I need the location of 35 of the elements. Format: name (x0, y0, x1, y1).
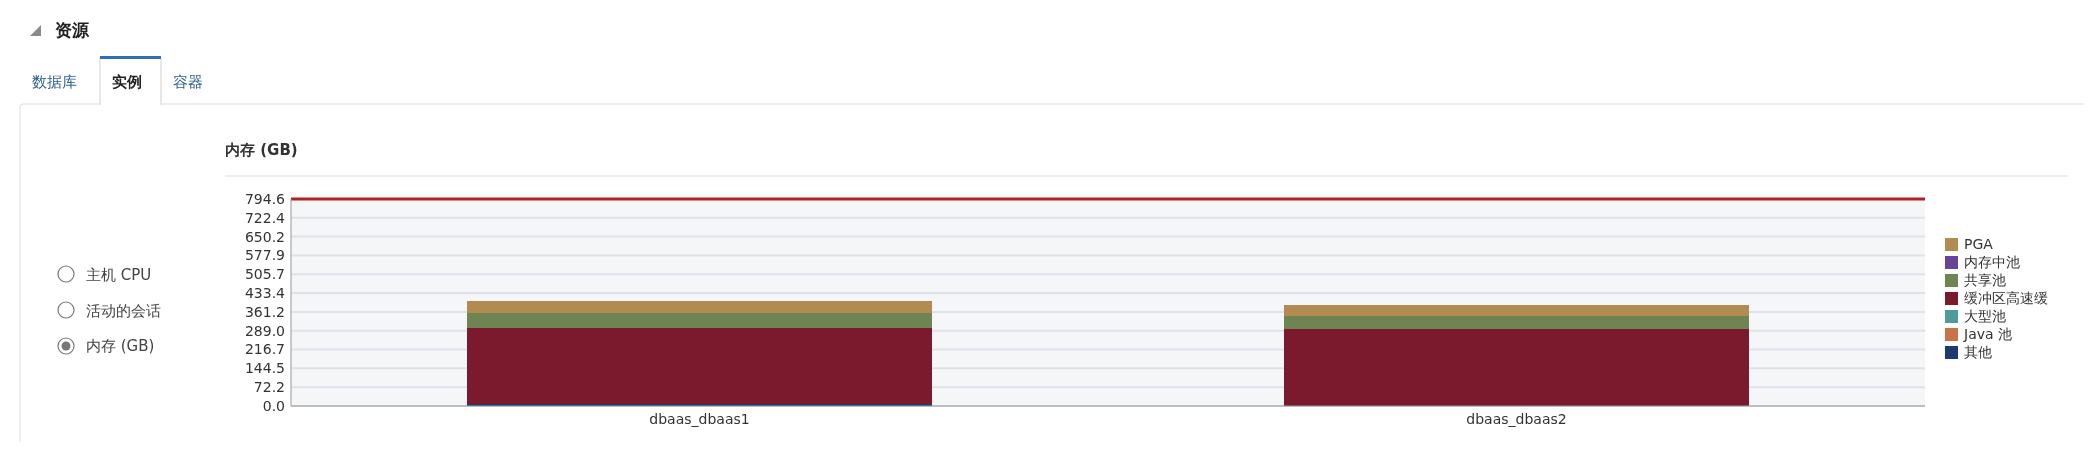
legend-label: 内存中池 (1964, 254, 2020, 270)
y-tick-label: 505.7 (244, 266, 285, 283)
bar (1283, 329, 1750, 406)
text: 内存 (GB) (86, 337, 155, 355)
chart-title: 内存 (GB) (225, 141, 298, 159)
bar (1283, 315, 1750, 330)
y-tick-label: 650.2 (244, 228, 285, 245)
text: 数据库 (32, 73, 77, 91)
text: 资源 (55, 20, 90, 40)
legend-label: 共享池 (1964, 272, 2006, 288)
legend-label: PGA (1964, 236, 1994, 252)
x-tick-label: dbaas_dbaas1 (649, 411, 750, 427)
x-tick-label: dbaas_dbaas2 (1466, 411, 1567, 427)
text: 容器 (173, 73, 203, 91)
y-tick-label: 794.6 (244, 190, 286, 207)
legend-label: 其他 (1964, 344, 1992, 360)
bar (466, 313, 933, 329)
text: 实例 (112, 73, 142, 91)
text: 活动的会话 (86, 302, 161, 320)
bar (466, 328, 933, 404)
legend-label: 大型池 (1964, 308, 2006, 324)
y-tick-label: 289.0 (244, 322, 285, 339)
text: 主机 CPU (86, 266, 152, 284)
y-tick-label: 433.4 (244, 285, 286, 301)
y-tick-label: 0.0 (262, 397, 285, 414)
y-tick-label: 722.4 (244, 209, 286, 226)
y-tick-label: 577.9 (244, 247, 285, 264)
legend-label: Java 池 (1963, 326, 2013, 342)
legend-label: 缓冲区高速缓 (1964, 290, 2048, 306)
y-tick-label: 361.2 (244, 303, 285, 320)
y-tick-label: 72.2 (253, 379, 285, 396)
y-tick-label: 144.5 (244, 360, 285, 377)
y-tick-label: 216.7 (244, 341, 285, 358)
bar (466, 300, 933, 314)
bar (1283, 305, 1750, 316)
